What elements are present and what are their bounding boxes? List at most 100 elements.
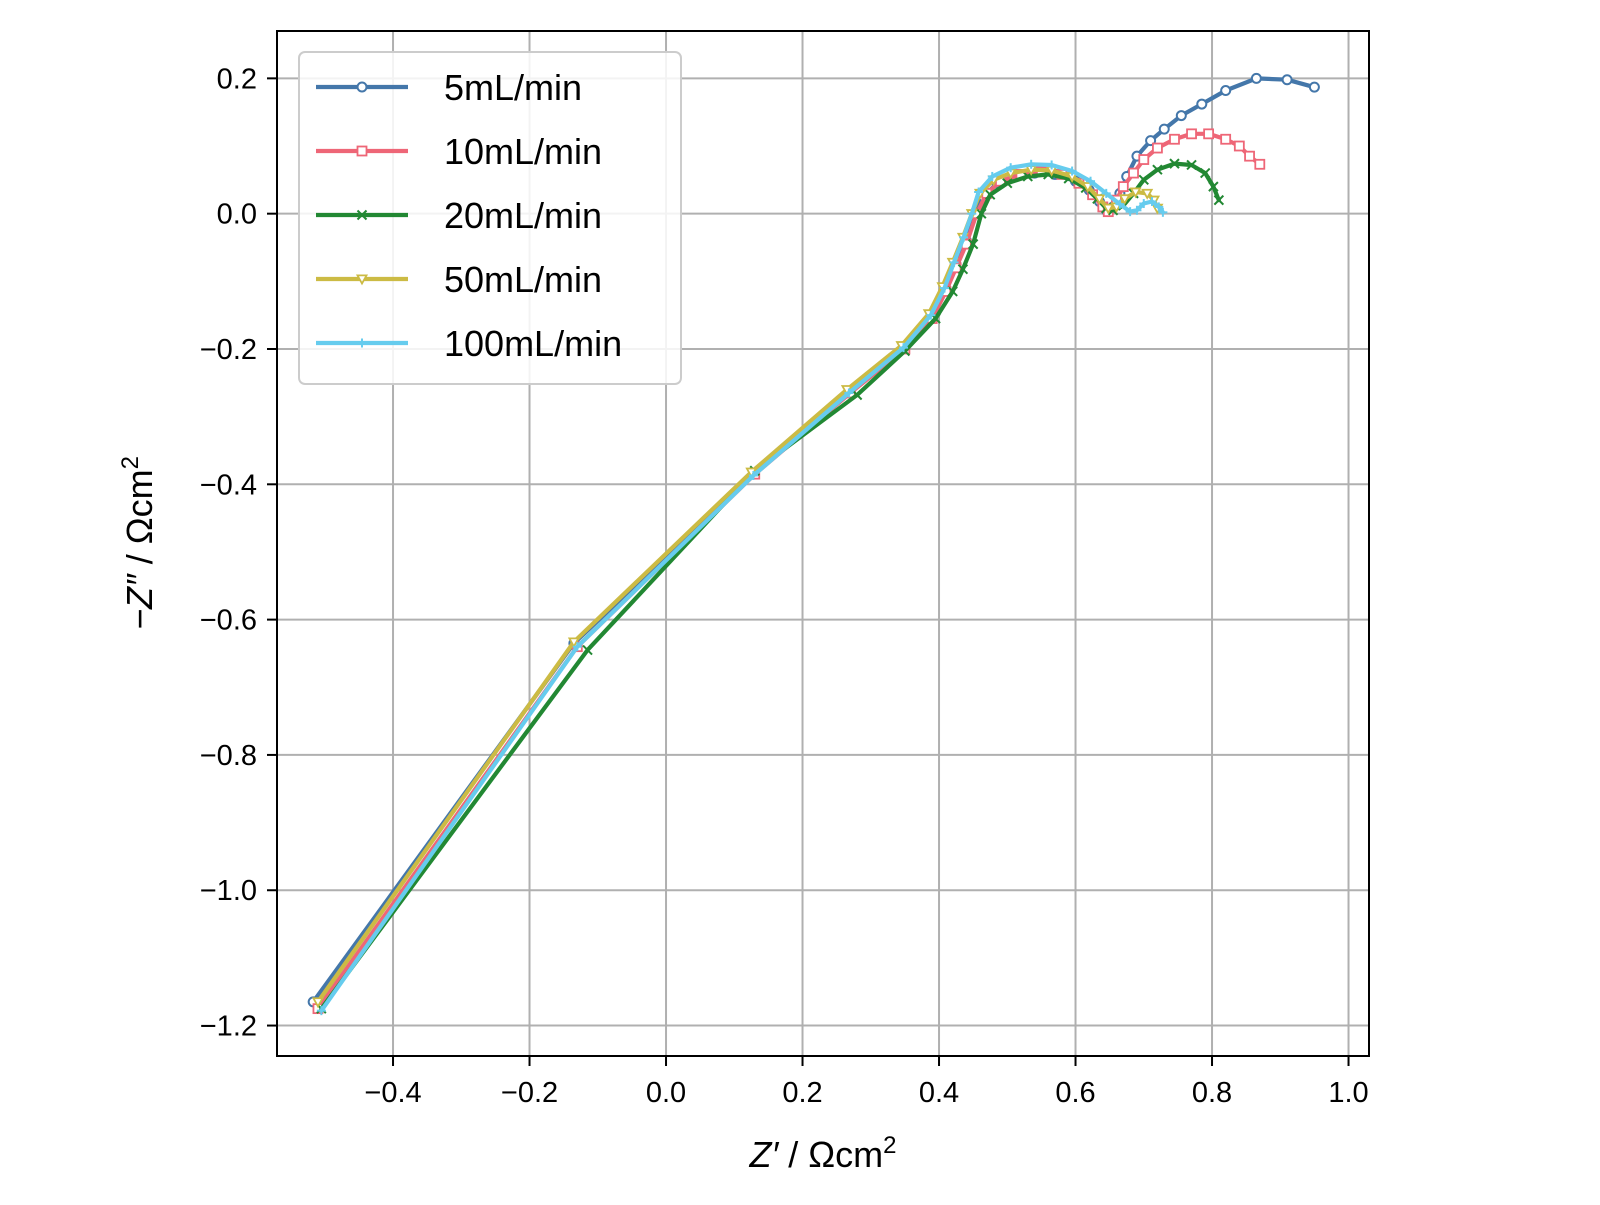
data-point [1175,110,1187,122]
data-point [976,208,987,219]
data-point [1186,128,1197,140]
data-point [1152,142,1163,154]
data-point [899,343,909,353]
data-point [967,238,979,250]
y-tick-label: −0.6 [200,605,257,637]
data-point [1233,140,1245,152]
data-point-stroke [582,644,593,656]
data-point [947,286,958,297]
data-point [844,388,854,398]
data-point [1250,72,1262,84]
x-tick-label: 1.0 [1328,1077,1368,1109]
x-tick-label: 0.4 [919,1077,959,1109]
legend-item: 100mL/min [316,323,622,364]
x-axis-label: Z′ / Ωcm2 [748,1132,896,1175]
data-point [1199,167,1211,179]
data-point [1026,159,1036,169]
data-point-stroke [1138,174,1149,186]
legend-swatch-marker [357,338,367,348]
legend-swatch-marker [356,209,368,221]
legend-label: 10mL/min [444,131,602,172]
data-point [582,644,593,656]
x-tick-label: 0.0 [646,1077,686,1109]
data-point [939,283,949,293]
legend-swatch-marker-stroke [356,209,368,221]
data-point [1006,163,1016,173]
legend-item: 20mL/min [316,195,602,236]
y-tick-label: −1.2 [200,1011,257,1043]
data-point-stroke [851,389,863,401]
data-point [1158,123,1170,135]
data-point-stroke [957,263,969,275]
data-point [1102,203,1115,215]
data-point [1254,158,1266,170]
data-point [1186,159,1197,171]
data-point [1138,154,1150,165]
data-point [1208,181,1219,192]
data-point [1139,199,1149,209]
data-point [851,389,863,401]
data-point-stroke [1152,164,1163,175]
y-tick-label: −0.8 [200,740,257,772]
x-axis-unit-exponent: 2 [883,1132,896,1159]
y-axis-unit-exponent: 2 [117,456,144,469]
x-axis-var: Z′ [748,1134,779,1175]
data-point [1281,74,1293,86]
plot-frame [276,30,1370,1057]
x-tick-label: −0.4 [364,1077,421,1109]
data-point [985,189,996,200]
y-tick-label: −1.0 [200,875,257,907]
data-point [1152,164,1163,175]
data-point [1086,176,1096,186]
data-point [1138,174,1149,186]
data-point [1154,202,1164,212]
data-point [1158,207,1168,217]
data-point [1067,166,1077,176]
data-point [1141,188,1154,200]
data-point [957,263,969,275]
data-point [1047,160,1057,170]
series-3 [316,158,1225,1014]
series-5 [316,159,1168,1016]
series-line [319,161,1221,1011]
data-point [567,637,580,649]
data-point [987,171,997,181]
data-point [1244,150,1255,162]
data-point [974,187,984,197]
data-point [1128,167,1139,179]
legend-box [298,51,682,385]
data-point-stroke [1213,194,1225,206]
legend-swatch-marker [355,274,369,286]
legend-swatch-marker [356,81,368,93]
x-tick-label: 0.6 [1055,1077,1095,1109]
data-point-stroke [976,208,987,219]
data-point-stroke [1186,159,1197,171]
x-tick-label: −0.2 [501,1077,558,1109]
data-point [1132,205,1142,215]
y-axis-var: −Z″ [119,573,160,630]
legend-label: 20mL/min [444,195,602,236]
data-point [1220,133,1232,145]
x-tick-label: 0.8 [1192,1077,1232,1109]
data-point [1169,158,1180,169]
data-point [1196,98,1208,110]
axis-ticks: −0.4 −0.2 0.0 0.2 0.4 0.6 0.8 1.0 0.2 0.0 −0.2 −0.4… [200,63,1369,1109]
data-point-stroke [1199,167,1211,179]
data-point [1220,85,1232,97]
data-point [1002,178,1013,189]
data-point [949,257,959,267]
y-axis-label: −Z″ / Ωcm2 [117,456,160,630]
data-point [1147,196,1157,206]
data-point-stroke [947,286,958,297]
data-point [748,471,758,481]
x-tick-label: 0.2 [782,1077,822,1109]
y-tick-label: −0.4 [200,469,257,501]
y-axis-unit: / Ωcm [119,469,160,574]
data-point [1117,181,1129,193]
data-point [1101,188,1111,198]
data-point [1203,128,1215,140]
data-point [311,997,324,1009]
data-point-stroke [1208,181,1219,192]
